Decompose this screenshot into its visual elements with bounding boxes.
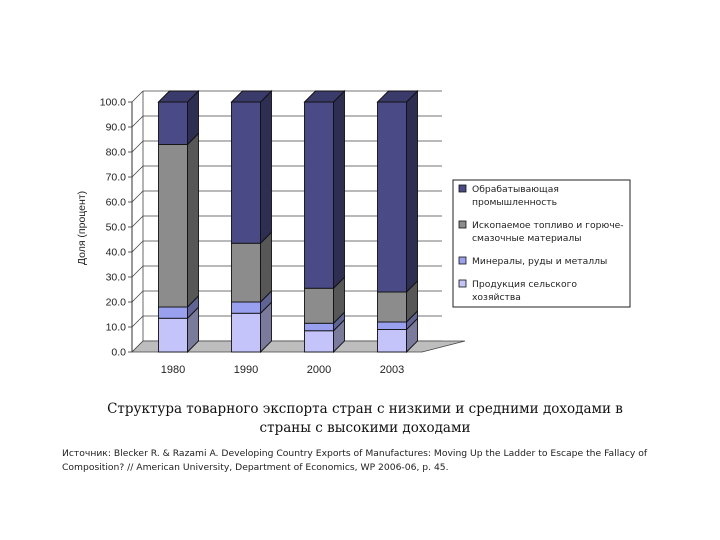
legend-label: Обрабатывающая: [472, 184, 559, 195]
legend-label: Ископаемое топливо и горюче-: [472, 220, 624, 231]
gridline-side: [131, 215, 144, 228]
x-tick-label: 2000: [307, 364, 331, 376]
y-tick-label: 60.0: [106, 197, 127, 209]
bar-segment: [158, 101, 188, 145]
legend-label: промышленность: [472, 197, 557, 208]
y-tick-label: 20.0: [106, 297, 127, 309]
bar-segment: [231, 101, 261, 244]
gridline-side: [131, 140, 144, 153]
gridline-side: [131, 190, 144, 203]
bar-segment: [304, 330, 334, 353]
legend-label: смазочные материалы: [472, 233, 582, 244]
bar-segment: [158, 144, 188, 308]
bar-top: [376, 90, 419, 103]
y-tick-label: 50.0: [106, 222, 127, 234]
y-tick-label: 0.0: [111, 347, 126, 359]
bar-top: [303, 90, 346, 103]
bar-segment: [377, 329, 407, 353]
gridline-side: [131, 265, 144, 278]
bar-segment: [304, 101, 334, 289]
legend-swatch: [458, 256, 467, 265]
bar-segment: [377, 321, 407, 330]
gridline-side: [131, 290, 144, 303]
bar-segment: [231, 312, 261, 353]
legend-label: Минералы, руды и металлы: [472, 256, 607, 267]
gridline-side: [131, 165, 144, 178]
bar-segment: [304, 287, 334, 324]
figure-caption: Структура товарного экспорта стран с низ…: [107, 401, 623, 436]
gridline-side: [131, 240, 144, 253]
bar-segment-side: [260, 89, 272, 245]
source-citation: Источник: Blecker R. & Razami A. Develop…: [62, 447, 662, 475]
bar-segment-side: [406, 89, 418, 294]
legend-label: Продукция сельского: [472, 279, 577, 290]
bar-segment-side: [333, 89, 345, 290]
bar-top: [230, 90, 273, 103]
x-tick-label: 1980: [161, 364, 185, 376]
gridline-side: [131, 315, 144, 328]
bar-segment: [158, 317, 188, 353]
y-tick-label: 10.0: [106, 322, 127, 334]
source-line-1: Источник: Blecker R. & Razami A. Develop…: [62, 448, 648, 459]
legend-swatch: [458, 279, 467, 288]
bar-segment: [304, 322, 334, 332]
source-line-2: Composition? // American University, Dep…: [62, 462, 449, 473]
bar-segment: [377, 291, 407, 323]
bar-segment: [231, 301, 261, 314]
y-axis-title: Доля (процент): [76, 191, 88, 265]
bar-top: [157, 90, 200, 103]
legend-swatch: [458, 184, 467, 193]
bar-segment: [377, 101, 407, 293]
bar-segment: [231, 242, 261, 303]
gridline-side: [131, 90, 144, 103]
x-tick-label: 1990: [234, 364, 258, 376]
y-tick-label: 90.0: [106, 122, 127, 134]
stacked-bar-chart: 0.0 10.0 20.0 30.0 40.0 50.0 60.0 70.0 80.0 90.0 1…: [76, 89, 631, 376]
y-tick-label: 80.0: [106, 147, 127, 159]
legend-label: хозяйства: [472, 292, 521, 303]
bar-segment-side: [260, 231, 272, 304]
y-tick-label: 40.0: [106, 247, 127, 259]
x-tick-label: 2003: [380, 364, 404, 376]
bar-segment: [158, 306, 188, 319]
y-tick-label: 30.0: [106, 272, 127, 284]
y-tick-label: 70.0: [106, 172, 127, 184]
legend-box: [452, 179, 631, 308]
bar-segment-side: [187, 132, 199, 309]
legend-swatch: [458, 220, 467, 229]
y-tick-label: 100.0: [100, 97, 126, 109]
gridline-side: [131, 115, 144, 128]
